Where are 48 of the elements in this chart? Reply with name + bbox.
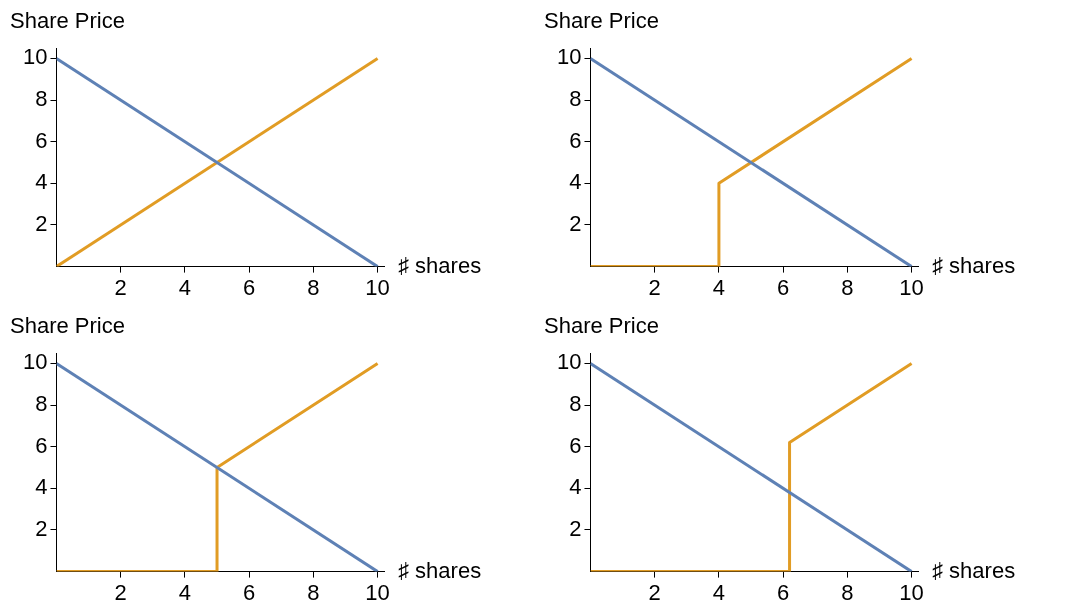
x-tick-label: 10 <box>365 579 390 605</box>
y-tick-label: 10 <box>22 349 48 375</box>
y-tick-label: 8 <box>569 86 582 112</box>
y-tick-label: 8 <box>569 391 582 417</box>
x-tick-label: 4 <box>712 579 726 605</box>
x-tick-label: 2 <box>114 579 127 605</box>
x-tick-label: 8 <box>307 274 320 300</box>
y-tick-label: 10 <box>22 44 48 70</box>
x-tick-label: 8 <box>841 274 854 300</box>
y-axis-title: Share Price <box>544 313 659 338</box>
y-tick-label: 4 <box>569 169 582 195</box>
x-axis-title: ♯ shares <box>932 557 1016 583</box>
x-axis-title: ♯ shares <box>398 557 482 583</box>
y-tick-label: 2 <box>35 211 48 237</box>
x-tick-label: 10 <box>365 274 390 300</box>
x-tick-label: 6 <box>243 274 256 300</box>
x-tick-label: 8 <box>841 579 854 605</box>
y-tick-label: 4 <box>569 474 582 500</box>
y-tick-label: 2 <box>35 516 48 542</box>
x-tick-label: 2 <box>114 274 127 300</box>
x-tick-label: 4 <box>178 274 192 300</box>
y-tick-label: 6 <box>35 127 48 153</box>
x-tick-label: 2 <box>648 579 661 605</box>
x-tick-label: 6 <box>243 579 256 605</box>
y-tick-label: 10 <box>556 349 582 375</box>
y-tick-label: 2 <box>569 211 582 237</box>
y-tick-label: 8 <box>35 391 48 417</box>
y-axis-title: Share Price <box>10 313 125 338</box>
y-tick-label: 4 <box>35 169 48 195</box>
y-tick-label: 2 <box>569 516 582 542</box>
y-tick-label: 6 <box>35 432 48 458</box>
x-axis-title: ♯ shares <box>932 252 1016 278</box>
x-axis-title: ♯ shares <box>398 252 482 278</box>
y-axis-title: Share Price <box>544 8 659 33</box>
y-tick-label: 4 <box>35 474 48 500</box>
x-tick-label: 6 <box>777 274 790 300</box>
x-tick-label: 6 <box>777 579 790 605</box>
y-tick-label: 10 <box>556 44 582 70</box>
y-tick-label: 6 <box>569 432 582 458</box>
x-tick-label: 10 <box>899 579 924 605</box>
y-tick-label: 6 <box>569 127 582 153</box>
x-tick-label: 8 <box>307 579 320 605</box>
x-tick-label: 10 <box>899 274 924 300</box>
x-tick-label: 4 <box>178 579 192 605</box>
y-tick-label: 8 <box>35 86 48 112</box>
x-tick-label: 4 <box>712 274 726 300</box>
x-tick-label: 2 <box>648 274 661 300</box>
y-axis-title: Share Price <box>10 8 125 33</box>
